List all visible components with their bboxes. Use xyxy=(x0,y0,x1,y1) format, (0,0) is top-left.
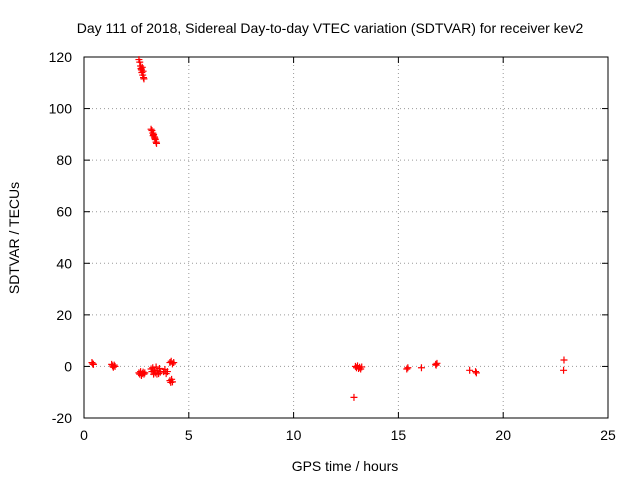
data-point xyxy=(147,125,155,133)
data-point xyxy=(358,363,366,371)
x-tick-label: 15 xyxy=(391,427,407,443)
y-axis-label: SDTVAR / TECUs xyxy=(6,182,22,294)
data-point xyxy=(153,139,161,147)
y-axis: -20 0 20 40 60 80 100 120 xyxy=(49,49,608,426)
data-point xyxy=(404,364,412,372)
y-tick-label: 40 xyxy=(56,255,72,271)
data-point xyxy=(168,360,176,368)
data-point xyxy=(472,369,480,377)
x-tick-label: 25 xyxy=(600,427,616,443)
data-point xyxy=(136,58,144,66)
data-point xyxy=(163,368,171,376)
y-tick-label: 20 xyxy=(56,307,72,323)
data-point xyxy=(155,370,163,378)
data-point xyxy=(472,368,480,376)
data-point xyxy=(88,359,96,367)
data-point xyxy=(155,364,163,372)
data-point xyxy=(139,67,147,75)
data-point xyxy=(152,363,160,371)
grid-lines xyxy=(84,57,608,418)
data-point xyxy=(466,366,474,374)
y-tick-label: -20 xyxy=(52,410,72,426)
x-tick-label: 0 xyxy=(80,427,88,443)
y-tick-label: 100 xyxy=(49,101,73,117)
data-point xyxy=(151,134,159,142)
data-point xyxy=(403,365,411,373)
y-tick-label: 80 xyxy=(56,152,72,168)
data-point xyxy=(560,366,568,374)
data-point xyxy=(111,362,119,370)
data-point xyxy=(350,393,358,401)
data-point xyxy=(168,378,176,386)
y-tick-label: 0 xyxy=(64,358,72,374)
data-point xyxy=(138,63,146,71)
data-point xyxy=(140,75,148,83)
x-axis-label: GPS time / hours xyxy=(292,458,399,474)
data-series xyxy=(88,56,568,401)
data-point xyxy=(110,361,118,369)
data-point xyxy=(140,370,148,378)
data-point xyxy=(417,364,425,372)
x-axis: 0 5 10 15 20 25 xyxy=(80,57,616,443)
plot-frame xyxy=(83,56,609,419)
x-tick-label: 10 xyxy=(286,427,302,443)
x-tick-label: 5 xyxy=(185,427,193,443)
data-point xyxy=(560,356,568,364)
x-tick-label: 20 xyxy=(495,427,511,443)
data-point xyxy=(433,359,441,367)
data-point xyxy=(141,369,149,377)
y-tick-label: 120 xyxy=(49,49,73,65)
y-tick-label: 60 xyxy=(56,204,72,220)
data-point xyxy=(170,359,178,367)
data-point xyxy=(89,360,97,368)
data-point xyxy=(432,360,440,368)
chart-title: Day 111 of 2018, Sidereal Day-to-day VTE… xyxy=(77,20,584,36)
